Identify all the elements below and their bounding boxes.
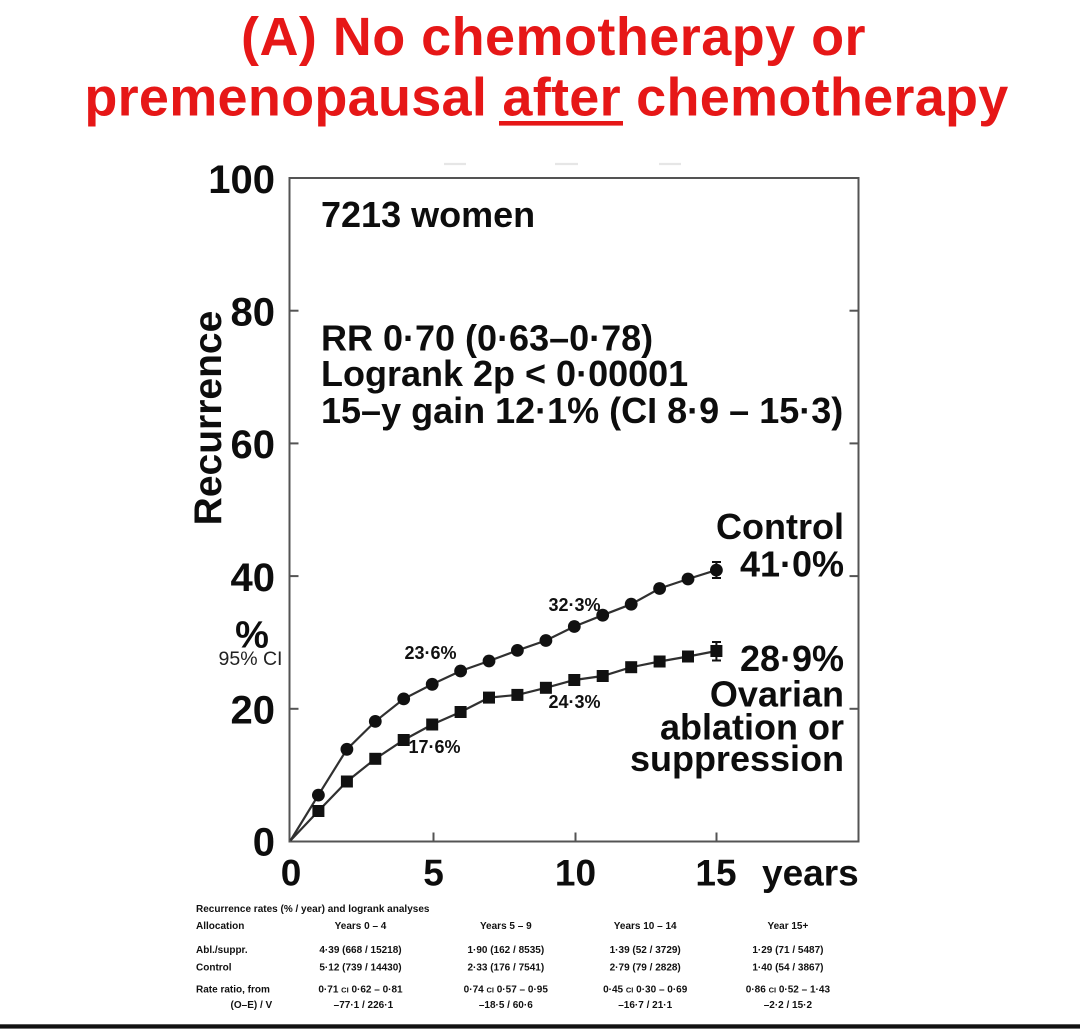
svg-text:0·71 CI 0·62 – 0·81: 0·71 CI 0·62 – 0·81 xyxy=(318,985,403,996)
svg-text:7213 women: 7213 women xyxy=(321,194,535,235)
svg-text:95% CI: 95% CI xyxy=(219,648,283,670)
svg-text:ablation or: ablation or xyxy=(660,707,844,748)
svg-text:17·6%: 17·6% xyxy=(409,737,461,757)
svg-text:0·45 CI 0·30 – 0·69: 0·45 CI 0·30 – 0·69 xyxy=(603,985,688,996)
svg-text:5·12 (739 / 14430): 5·12 (739 / 14430) xyxy=(319,962,401,973)
svg-text:Years 0 – 4: Years 0 – 4 xyxy=(335,921,387,932)
svg-text:Logrank 2p < 0·00001: Logrank 2p < 0·00001 xyxy=(321,353,688,394)
svg-text:60: 60 xyxy=(231,423,276,467)
svg-text:Abl./suppr.: Abl./suppr. xyxy=(196,945,248,956)
svg-text:–16·7 / 21·1: –16·7 / 21·1 xyxy=(618,1000,672,1011)
svg-text:0·74 CI 0·57 – 0·95: 0·74 CI 0·57 – 0·95 xyxy=(464,985,549,996)
svg-text:100: 100 xyxy=(208,158,275,202)
svg-text:1·90 (162 / 8535): 1·90 (162 / 8535) xyxy=(467,945,544,956)
svg-text:23·6%: 23·6% xyxy=(405,643,457,663)
svg-text:80: 80 xyxy=(231,290,276,334)
svg-text:premenopausal after chemothera: premenopausal after chemotherapy xyxy=(84,68,1008,128)
svg-text:Years 5 – 9: Years 5 – 9 xyxy=(480,921,532,932)
svg-text:Ovarian: Ovarian xyxy=(710,674,844,715)
svg-text:1·40 (54 / 3867): 1·40 (54 / 3867) xyxy=(752,962,823,973)
svg-text:15: 15 xyxy=(695,853,736,894)
svg-text:Years 10 – 14: Years 10 – 14 xyxy=(614,921,677,932)
svg-text:0·86 CI 0·52 – 1·43: 0·86 CI 0·52 – 1·43 xyxy=(746,985,831,996)
svg-text:1·29 (71 / 5487): 1·29 (71 / 5487) xyxy=(752,945,823,956)
svg-text:–2·2 / 15·2: –2·2 / 15·2 xyxy=(764,1000,813,1011)
svg-text:Recurrence rates (% / year) an: Recurrence rates (% / year) and logrank … xyxy=(196,904,430,915)
svg-text:15–y gain 12·1% (CI 8·9 – 15·3: 15–y gain 12·1% (CI 8·9 – 15·3) xyxy=(321,390,843,431)
svg-text:40: 40 xyxy=(231,556,276,600)
svg-text:0: 0 xyxy=(253,821,275,865)
svg-text:(O–E) / V: (O–E) / V xyxy=(231,1000,273,1011)
svg-text:4·39 (668 / 15218): 4·39 (668 / 15218) xyxy=(319,945,401,956)
svg-text:(A) No chemotherapy or: (A) No chemotherapy or xyxy=(241,7,866,67)
svg-text:2·79 (79 / 2828): 2·79 (79 / 2828) xyxy=(610,962,681,973)
svg-text:Year 15+: Year 15+ xyxy=(767,921,808,932)
svg-text:Allocation: Allocation xyxy=(196,921,244,932)
svg-text:41·0%: 41·0% xyxy=(740,544,844,585)
svg-text:2·33 (176 / 7541): 2·33 (176 / 7541) xyxy=(467,962,544,973)
svg-text:10: 10 xyxy=(555,853,596,894)
svg-text:%: % xyxy=(235,615,269,657)
svg-text:Recurrence: Recurrence xyxy=(187,311,230,526)
svg-text:1·39 (52 / 3729): 1·39 (52 / 3729) xyxy=(610,945,681,956)
svg-text:–18·5 / 60·6: –18·5 / 60·6 xyxy=(479,1000,533,1011)
svg-text:28·9%: 28·9% xyxy=(740,638,844,679)
svg-text:–77·1 / 226·1: –77·1 / 226·1 xyxy=(334,1000,394,1011)
svg-text:0: 0 xyxy=(281,853,302,894)
svg-text:20: 20 xyxy=(231,689,276,733)
svg-text:years: years xyxy=(762,853,859,894)
svg-text:suppression: suppression xyxy=(630,738,844,779)
svg-text:RR 0·70 (0·63–0·78): RR 0·70 (0·63–0·78) xyxy=(321,318,653,359)
svg-text:Rate ratio, from: Rate ratio, from xyxy=(196,985,270,996)
svg-text:5: 5 xyxy=(423,853,444,894)
svg-text:32·3%: 32·3% xyxy=(549,595,601,615)
svg-text:24·3%: 24·3% xyxy=(549,692,601,712)
svg-text:Control: Control xyxy=(196,962,232,973)
svg-text:Control: Control xyxy=(716,506,844,547)
